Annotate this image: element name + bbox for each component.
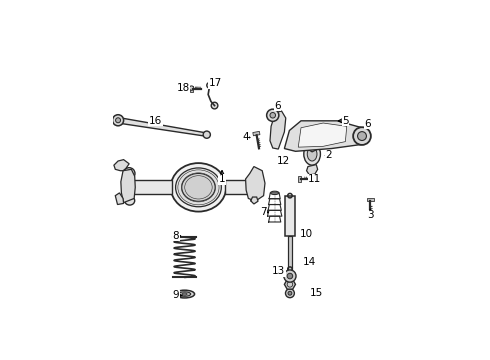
Text: 16: 16 (149, 116, 162, 126)
Text: 12: 12 (277, 156, 290, 166)
Polygon shape (253, 131, 260, 136)
Polygon shape (118, 117, 207, 136)
Ellipse shape (123, 168, 135, 179)
Text: 6: 6 (364, 118, 371, 129)
Polygon shape (245, 167, 265, 201)
Text: 13: 13 (272, 266, 286, 276)
Ellipse shape (253, 178, 260, 188)
Circle shape (189, 86, 194, 90)
Ellipse shape (171, 163, 226, 212)
Text: 2: 2 (325, 150, 332, 161)
Polygon shape (190, 86, 193, 92)
Polygon shape (284, 121, 362, 151)
Circle shape (116, 118, 121, 123)
Circle shape (358, 132, 367, 140)
Circle shape (288, 291, 292, 295)
Polygon shape (115, 193, 123, 204)
Text: 10: 10 (300, 229, 313, 239)
Polygon shape (114, 159, 129, 171)
Text: 4: 4 (242, 132, 249, 143)
Circle shape (353, 127, 371, 145)
Text: 17: 17 (208, 78, 221, 89)
Bar (285, 195, 295, 236)
Bar (126, 180, 172, 194)
Circle shape (284, 270, 296, 282)
Text: 6: 6 (274, 100, 281, 111)
Ellipse shape (174, 290, 195, 298)
Ellipse shape (307, 147, 317, 161)
Circle shape (207, 82, 212, 88)
Ellipse shape (178, 292, 191, 296)
Text: 8: 8 (172, 231, 179, 241)
Ellipse shape (125, 196, 135, 205)
Ellipse shape (304, 143, 320, 165)
Text: 11: 11 (308, 174, 321, 184)
Polygon shape (298, 123, 347, 147)
Text: 9: 9 (172, 291, 179, 301)
Polygon shape (284, 280, 295, 289)
Bar (225, 180, 257, 194)
Ellipse shape (175, 168, 221, 207)
Bar (288, 236, 292, 272)
Text: 3: 3 (367, 210, 374, 220)
Text: 18: 18 (176, 82, 190, 93)
Polygon shape (307, 165, 318, 175)
Ellipse shape (182, 293, 187, 295)
Polygon shape (270, 111, 286, 149)
Polygon shape (250, 197, 258, 204)
Circle shape (113, 115, 123, 126)
Circle shape (267, 109, 279, 121)
Circle shape (270, 112, 275, 118)
Polygon shape (121, 169, 135, 203)
Text: 5: 5 (342, 116, 349, 126)
Ellipse shape (250, 175, 263, 192)
Ellipse shape (270, 191, 279, 194)
Text: 7: 7 (260, 207, 267, 217)
Circle shape (211, 102, 218, 109)
Polygon shape (305, 135, 320, 152)
Text: 14: 14 (303, 257, 316, 267)
Polygon shape (367, 198, 374, 201)
Polygon shape (298, 176, 301, 183)
Circle shape (287, 273, 293, 279)
Circle shape (286, 289, 294, 298)
Text: 1: 1 (219, 174, 225, 184)
Ellipse shape (182, 174, 215, 201)
Ellipse shape (126, 170, 132, 177)
Ellipse shape (282, 158, 285, 164)
Circle shape (203, 131, 210, 138)
Text: 15: 15 (310, 288, 323, 298)
